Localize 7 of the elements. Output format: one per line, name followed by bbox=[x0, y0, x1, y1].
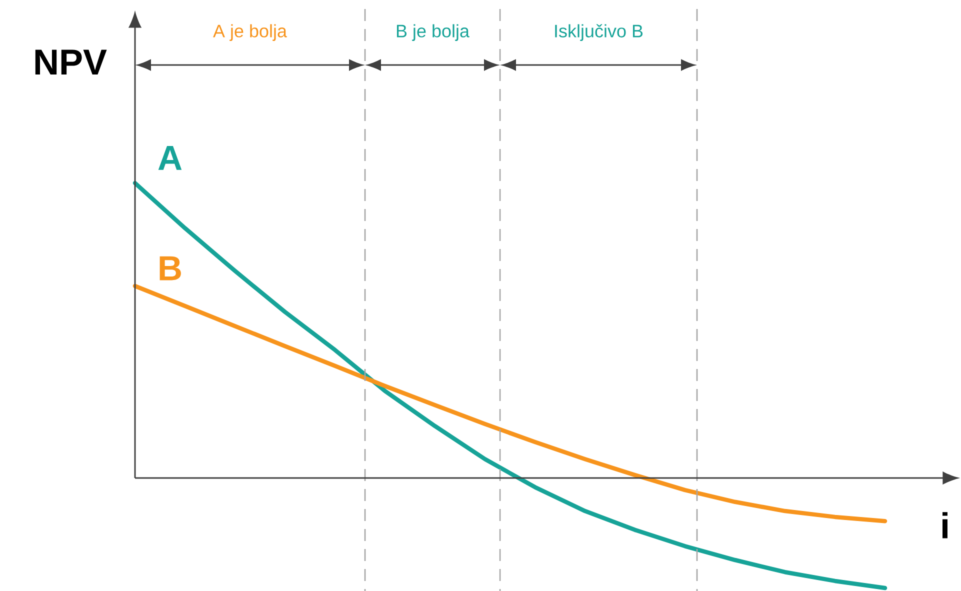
x-axis-title: i bbox=[942, 512, 948, 538]
text: Isključivo B bbox=[555, 24, 643, 42]
text: B je bolja bbox=[396, 24, 470, 41]
y-axis-title: NPV bbox=[35, 50, 107, 74]
series-label: A bbox=[158, 146, 182, 170]
text: A je bolja bbox=[213, 24, 288, 41]
series-label: B bbox=[160, 256, 181, 280]
